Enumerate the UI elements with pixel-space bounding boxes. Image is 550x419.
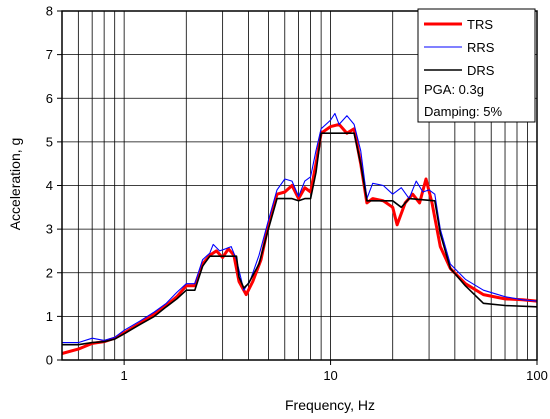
y-tick-label: 7 <box>46 47 53 62</box>
y-tick-label: 1 <box>46 309 53 324</box>
x-tick-label: 100 <box>526 368 548 383</box>
y-tick-label: 6 <box>46 91 53 106</box>
legend-label-rrs: RRS <box>467 40 495 55</box>
damping-annotation: Damping: 5% <box>424 104 502 119</box>
y-tick-label: 8 <box>46 4 53 19</box>
x-tick-label: 1 <box>121 368 128 383</box>
axis-ticks: 0 1 2 3 4 5 6 7 8 1 10 100 <box>46 4 548 384</box>
y-axis-title: Acceleration, g <box>7 138 23 231</box>
y-tick-label: 5 <box>46 134 53 149</box>
y-tick-label: 4 <box>46 178 53 193</box>
y-tick-label: 2 <box>46 265 53 280</box>
series-trs-line <box>61 122 538 355</box>
pga-annotation: PGA: 0.3g <box>424 82 484 97</box>
series-rrs-line <box>62 112 538 344</box>
x-tick-label: 10 <box>323 368 337 383</box>
series-lines <box>61 112 538 355</box>
y-tick-label: 0 <box>46 353 53 368</box>
x-axis-title: Frequency, Hz <box>285 397 375 413</box>
legend: TRS RRS DRS PGA: 0.3g Damping: 5% <box>417 8 536 123</box>
series-drs-line <box>62 132 538 346</box>
y-tick-label: 3 <box>46 222 53 237</box>
legend-label-trs: TRS <box>467 17 493 32</box>
legend-label-drs: DRS <box>467 63 495 78</box>
legend-box <box>417 8 536 123</box>
